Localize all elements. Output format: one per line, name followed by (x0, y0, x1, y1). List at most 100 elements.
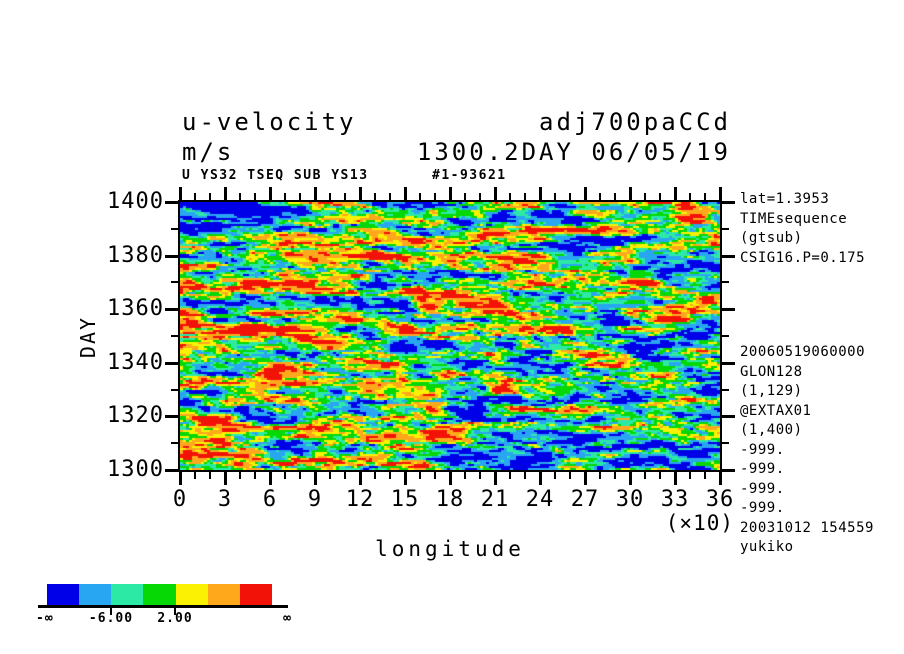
x-tick-label: 36 (705, 487, 735, 512)
tick-mark (464, 193, 466, 200)
tick-mark (704, 193, 706, 200)
annotation-line: (gtsub) (740, 230, 803, 246)
colorbar-cell (143, 584, 177, 605)
colorbar-cell (207, 584, 241, 605)
x-tick-label: 21 (480, 487, 510, 512)
tick-mark (165, 469, 178, 472)
tick-mark (269, 472, 272, 485)
annotation-line: CSIG16.P=0.175 (740, 249, 866, 266)
tick-mark (359, 472, 362, 485)
title-variable: u-velocity (182, 108, 357, 136)
tick-mark (494, 472, 497, 485)
annotation-line: -999. (740, 461, 785, 477)
tick-mark (171, 227, 178, 230)
tick-mark (554, 193, 556, 200)
tick-mark (659, 472, 661, 479)
colorbar-cell (239, 584, 273, 605)
tick-mark (344, 472, 346, 479)
x-tick-label: 30 (615, 487, 645, 512)
tick-mark (404, 472, 407, 485)
tick-mark (659, 193, 661, 200)
x-tick-label: 15 (390, 487, 420, 512)
tick-mark (224, 187, 227, 200)
tick-mark (629, 472, 632, 485)
tick-mark (599, 472, 601, 479)
tick-mark (689, 472, 691, 479)
y-tick-label: 1300 (107, 457, 164, 482)
tick-mark (194, 472, 196, 479)
tick-mark (722, 361, 735, 365)
tick-mark (165, 415, 178, 419)
tick-mark (171, 335, 178, 337)
tick-mark (554, 472, 556, 479)
tick-mark (165, 308, 178, 312)
tick-mark (569, 472, 571, 479)
x-tick-label: 33 (660, 487, 690, 512)
tick-mark (722, 201, 735, 204)
tick-mark (299, 193, 301, 200)
tick-mark (539, 472, 542, 485)
tick-mark (719, 187, 722, 200)
tick-mark (374, 193, 376, 200)
tick-mark (284, 472, 286, 479)
tick-mark (524, 472, 526, 479)
meta-dataset-label: U YS32 TSEQ SUB YS13 (182, 168, 369, 183)
tick-mark (254, 472, 256, 479)
tick-mark (171, 442, 178, 445)
tick-mark (722, 335, 729, 337)
annotation-line: -999. (740, 441, 785, 458)
colorbar-label-minus-6: -6.00 (88, 611, 134, 626)
annotation-line: GLON128 (740, 363, 803, 380)
annotation-line: (1,129) (740, 383, 803, 399)
tick-mark (404, 187, 407, 200)
colorbar-cell (111, 584, 144, 605)
tick-mark (434, 193, 436, 200)
annotation-block-top: lat=1.3953 TIMEsequence (gtsub) CSIG16.P=0.… (740, 190, 865, 268)
tick-mark (239, 472, 241, 479)
tick-mark (722, 281, 729, 284)
tick-mark (599, 193, 601, 200)
x-tick-label: 9 (307, 487, 323, 512)
tick-mark (464, 472, 466, 479)
annotation-line: lat=1.3953 (740, 191, 830, 207)
tick-mark (269, 187, 272, 200)
tick-mark (524, 193, 526, 200)
tick-mark (299, 472, 301, 479)
x-tick-label: 18 (435, 487, 465, 512)
meta-run-id: #1-93621 (432, 168, 507, 183)
tick-mark (719, 472, 722, 485)
tick-mark (329, 472, 331, 479)
annotation-line: -999. (740, 480, 785, 497)
x-tick-label: 12 (345, 487, 375, 512)
tick-mark (644, 472, 646, 479)
tick-mark (722, 388, 729, 391)
annotation-block-bottom: 20060519060000 GLON128 (1,129) @EXTAX01 (1,4… (740, 343, 874, 558)
tick-mark (179, 187, 182, 200)
y-tick-label: 1400 (107, 189, 164, 214)
colorbar-legend: -∞ -6.00 2.00 ∞ (36, 584, 298, 632)
colorbar-baseline (38, 605, 288, 608)
tick-mark (284, 193, 286, 200)
tick-mark (314, 187, 317, 200)
y-tick-label: 1380 (107, 242, 164, 268)
colorbar-cell (79, 584, 112, 605)
tick-mark (689, 193, 691, 200)
title-units: m/s (182, 138, 235, 166)
tick-mark (722, 254, 735, 258)
tick-mark (704, 472, 706, 479)
x-tick-label: 27 (570, 487, 600, 512)
tick-mark (722, 442, 729, 445)
colorbar-tick (110, 607, 112, 615)
tick-mark (344, 193, 346, 200)
tick-mark (449, 187, 452, 200)
tick-mark (224, 472, 227, 485)
tick-mark (614, 472, 616, 479)
annotation-line: @EXTAX01 (740, 402, 812, 419)
tick-mark (584, 472, 587, 485)
tick-mark (359, 187, 362, 200)
tick-mark (509, 472, 511, 479)
y-tick-label: 1320 (107, 403, 164, 429)
colorbar-cells (38, 584, 298, 605)
tick-mark (722, 308, 735, 312)
heatmap-field (180, 202, 720, 470)
